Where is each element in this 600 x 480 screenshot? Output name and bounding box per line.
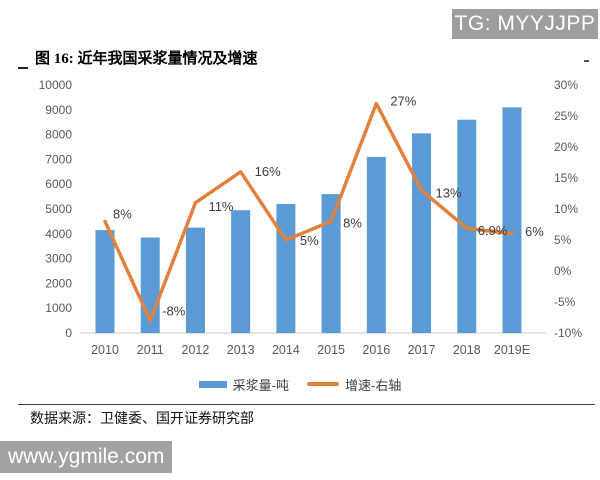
left-axis-tick: 0 — [65, 326, 72, 340]
left-axis-tick: 2000 — [45, 276, 72, 290]
legend-item-plasma: 采浆量-吨 — [198, 375, 289, 394]
right-axis-tick: 10% — [554, 202, 578, 216]
x-axis-label-2013: 2013 — [227, 343, 255, 357]
growth-label-2019E: 6% — [525, 224, 544, 239]
tg-watermark-text: TG: MYYJJPP — [454, 12, 596, 35]
growth-label-2018: 6.9% — [478, 223, 508, 238]
right-axis-tick: 20% — [554, 140, 578, 154]
legend-label-plasma: 采浆量-吨 — [232, 377, 289, 393]
right-axis-tick: 15% — [554, 171, 578, 185]
x-axis-label-2018: 2018 — [453, 343, 481, 357]
right-axis-tick: 5% — [554, 233, 572, 247]
x-axis-label-2015: 2015 — [317, 343, 345, 357]
line-series-swatch — [307, 382, 339, 386]
x-axis-label-2012: 2012 — [182, 343, 210, 357]
bar-2016 — [366, 156, 386, 333]
right-axis-tick: 30% — [554, 78, 578, 92]
data-source-text: 数据来源：卫健委、国开证券研究部 — [30, 412, 254, 427]
bar-series-swatch — [198, 380, 227, 388]
left-axis-tick: 4000 — [45, 227, 72, 241]
x-axis-label-2011: 2011 — [137, 343, 164, 357]
right-axis-tick: -5% — [554, 295, 576, 309]
x-axis-label-2014: 2014 — [272, 343, 300, 357]
bar-2014 — [276, 204, 296, 333]
legend-item-growth: 增速-右轴 — [307, 375, 401, 394]
left-axis-tick: 7000 — [45, 152, 72, 166]
source-divider — [18, 404, 595, 405]
right-axis-tick: -10% — [554, 326, 582, 340]
left-axis-tick: 3000 — [45, 252, 72, 266]
right-axis-tick: 0% — [554, 264, 572, 278]
left-axis-tick: 5000 — [45, 202, 72, 216]
growth-label-2012: 11% — [208, 199, 233, 214]
chart-legend: 采浆量-吨 增速-右轴 — [0, 375, 600, 394]
growth-label-2015: 8% — [343, 215, 362, 230]
left-axis-tick: 8000 — [45, 128, 72, 142]
site-watermark-text: www.ygmile.com — [8, 445, 165, 468]
right-axis-tick: 25% — [554, 109, 578, 123]
growth-label-2011: -8% — [162, 304, 186, 319]
left-axis-tick: 1000 — [45, 301, 72, 315]
artifact-dash-right — [584, 60, 589, 62]
figure-caption: 图 16: 近年我国采浆量情况及增速 — [35, 51, 258, 67]
growth-line — [103, 101, 514, 323]
site-watermark-badge: www.ygmile.com — [0, 441, 172, 473]
bar-2010 — [95, 230, 115, 333]
bar-2013 — [231, 210, 251, 333]
growth-label-2017: 13% — [436, 185, 462, 200]
bar-2015 — [321, 194, 341, 333]
x-axis-label-2016: 2016 — [362, 343, 390, 357]
left-axis-tick: 10000 — [39, 78, 73, 92]
x-axis-label-2010: 2010 — [91, 343, 119, 357]
growth-label-2010: 8% — [113, 206, 132, 221]
growth-label-2016: 27% — [390, 94, 416, 109]
tg-watermark-badge: TG: MYYJJPP — [452, 9, 598, 39]
x-axis-label-2019E: 2019E — [494, 343, 530, 357]
bar-2017 — [412, 133, 432, 333]
legend-label-growth: 增速-右轴 — [345, 377, 402, 393]
left-axis-tick: 6000 — [45, 177, 72, 191]
bar-2019E — [502, 107, 522, 333]
growth-label-2014: 5% — [300, 233, 319, 248]
artifact-dash-left — [18, 67, 28, 69]
bar-2012 — [185, 227, 205, 333]
x-axis-label-2017: 2017 — [408, 343, 436, 357]
growth-label-2013: 16% — [255, 164, 281, 179]
left-axis-tick: 9000 — [45, 103, 72, 117]
